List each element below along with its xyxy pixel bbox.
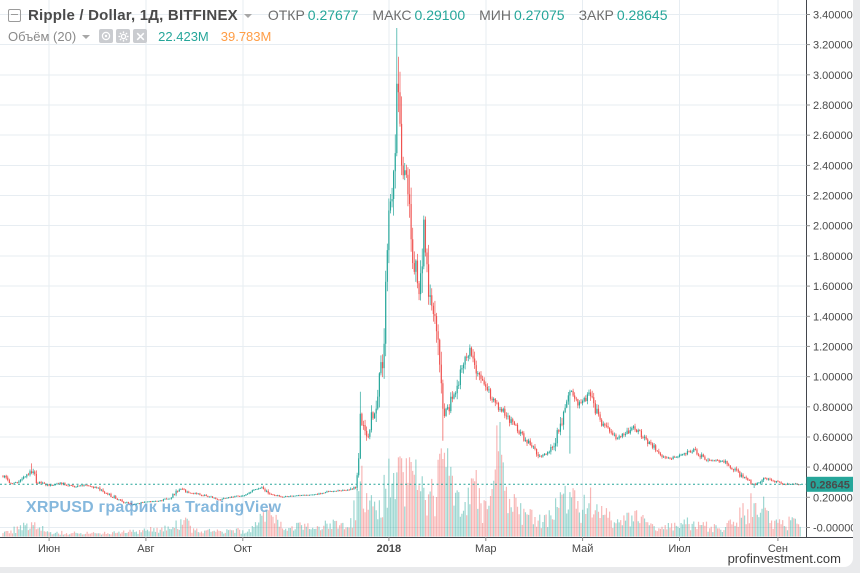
svg-text:Окт: Окт (234, 543, 253, 555)
low-label: МИН (479, 7, 511, 23)
svg-text:2.60000: 2.60000 (813, 130, 853, 142)
close-icon (136, 32, 144, 40)
svg-text:Авг: Авг (137, 543, 154, 555)
site-attribution-text: profinvestment.com (727, 551, 841, 566)
chart-borders (0, 0, 853, 538)
svg-text:Июн: Июн (38, 543, 60, 555)
chevron-down-icon[interactable] (243, 14, 252, 18)
indicator-settings-gear-icon[interactable] (116, 29, 131, 43)
svg-text:0.60000: 0.60000 (813, 432, 853, 444)
time-axis[interactable]: Июн Авг Окт 2018 Мар Май Июл Сен (38, 537, 788, 555)
volume-value: 22.423M (158, 28, 209, 44)
open-value: 0.27677 (307, 7, 359, 23)
chevron-down-icon[interactable] (82, 35, 91, 39)
volume-indicator-legend: Объём (20) (8, 28, 283, 44)
eye-icon (101, 31, 111, 41)
toggle-visibility-eye-icon[interactable] (99, 29, 114, 43)
price-axis[interactable]: 3.40000 3.20000 3.00000 2.80000 2.60000 2.400… (806, 10, 853, 535)
svg-text:0.20000: 0.20000 (813, 492, 853, 504)
collapse-legend-icon[interactable] (8, 8, 21, 22)
svg-text:3.00000: 3.00000 (813, 70, 853, 82)
ohlc-readout: ОТКР 0.27677 МАКС 0.29100 МИН 0.27075 ЗАКР 0… (268, 7, 682, 23)
high-value: 0.29100 (414, 7, 466, 23)
volume-indicator-label[interactable]: Объём (20) (8, 28, 77, 44)
close-label: ЗАКР (578, 7, 614, 23)
open-label: ОТКР (267, 7, 305, 23)
svg-text:2.80000: 2.80000 (813, 100, 853, 112)
svg-text:-0.00000: -0.00000 (813, 523, 853, 535)
svg-text:0.28645: 0.28645 (810, 479, 850, 491)
svg-text:1.60000: 1.60000 (813, 281, 853, 293)
svg-text:1.20000: 1.20000 (813, 341, 853, 353)
low-value: 0.27075 (513, 7, 565, 23)
svg-text:1.40000: 1.40000 (813, 311, 853, 323)
volume-layer (2, 422, 801, 537)
svg-text:3.20000: 3.20000 (813, 40, 853, 52)
gear-icon (118, 30, 129, 42)
volume-indicator-values: 22.423M 39.783M (158, 29, 283, 44)
svg-text:3.40000: 3.40000 (813, 10, 853, 22)
svg-text:Май: Май (572, 543, 594, 555)
remove-indicator-close-icon[interactable] (133, 29, 148, 43)
symbol-title[interactable]: Ripple / Dollar, 1Д, BITFINEX (28, 6, 238, 24)
chart-legend-header: Ripple / Dollar, 1Д, BITFINEX ОТКР 0.2767… (8, 6, 681, 24)
svg-text:0.40000: 0.40000 (813, 462, 853, 474)
candles-layer (2, 28, 801, 506)
tradingview-watermark-link[interactable]: XRPUSD график на TradingView (26, 499, 282, 516)
volume-ma-value: 39.783M (220, 28, 272, 44)
svg-text:2.20000: 2.20000 (813, 191, 853, 203)
current-price-label: 0.28645 (806, 476, 853, 492)
grid-layer (0, 0, 806, 537)
svg-text:1.00000: 1.00000 (813, 372, 853, 384)
svg-text:Июл: Июл (668, 543, 690, 555)
svg-text:Мар: Мар (475, 543, 497, 555)
svg-text:2.00000: 2.00000 (813, 221, 853, 233)
high-label: МАКС (372, 7, 412, 23)
svg-text:2.40000: 2.40000 (813, 160, 853, 172)
close-value: 0.28645 (616, 7, 668, 23)
svg-text:0.80000: 0.80000 (813, 402, 853, 414)
svg-text:1.80000: 1.80000 (813, 251, 853, 263)
svg-text:2018: 2018 (377, 543, 401, 555)
svg-text:Сен: Сен (768, 543, 788, 555)
